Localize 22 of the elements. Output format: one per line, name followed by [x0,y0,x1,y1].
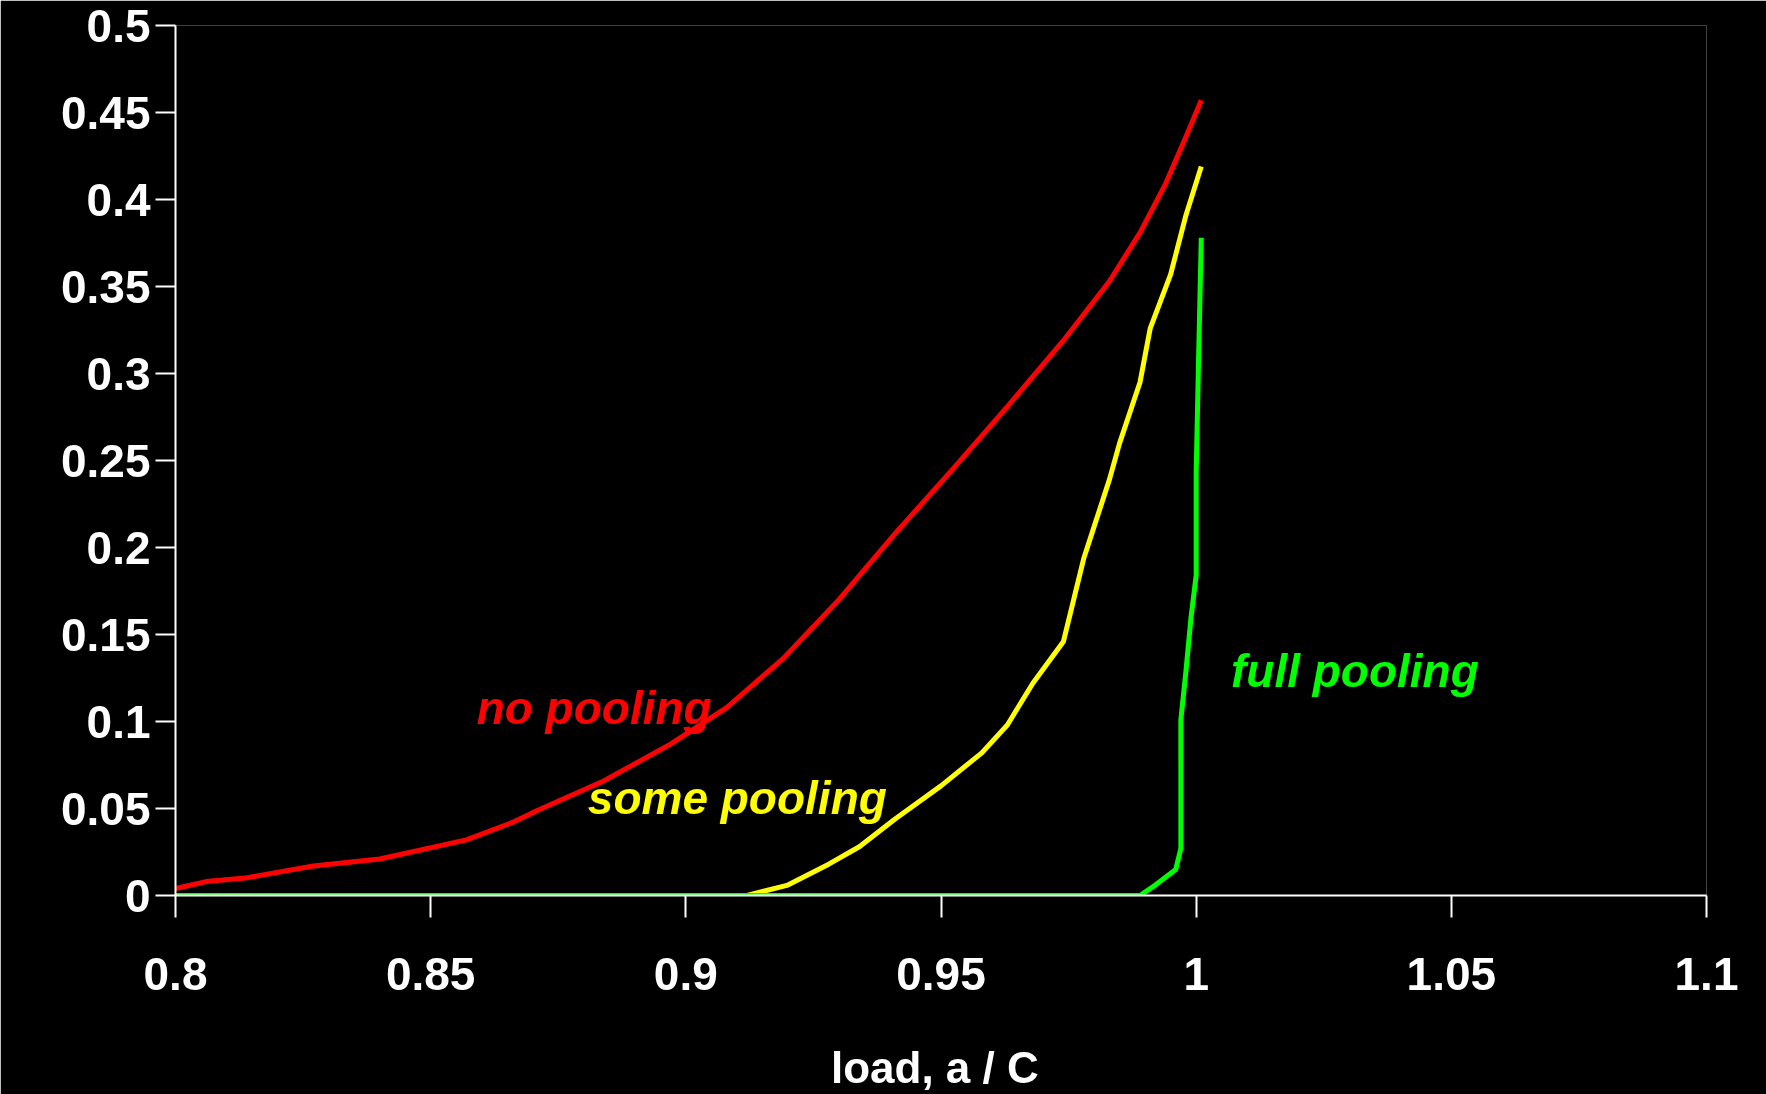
y-tick-label: 0.05 [60,782,151,835]
x-tick-label: 1.1 [1674,947,1739,1000]
x-tick-label: 1.05 [1406,947,1497,1000]
series-label: full pooling [1230,645,1479,698]
y-tick-label: 0.2 [86,521,151,574]
series-label: no pooling [476,681,712,734]
y-tick-label: 0.35 [60,260,151,313]
x-axis-title: load, a / C [830,1042,1039,1092]
y-tick-label: 0.5 [86,0,151,52]
y-tick-label: 0.45 [60,86,151,139]
y-tick-label: 0.1 [86,695,151,748]
y-tick-label: 0 [124,869,151,922]
x-tick-label: 0.9 [653,947,718,1000]
x-tick-label: 1 [1183,947,1209,1000]
y-tick-label: 0.3 [86,347,151,400]
y-tick-label: 0.4 [86,173,151,226]
series-label: some pooling [587,771,887,824]
x-tick-label: 0.8 [143,947,208,1000]
y-tick-label: 0.15 [60,608,151,661]
y-tick-label: 0.25 [60,434,151,487]
x-tick-label: 0.95 [896,947,986,1000]
x-tick-label: 0.85 [385,947,476,1000]
